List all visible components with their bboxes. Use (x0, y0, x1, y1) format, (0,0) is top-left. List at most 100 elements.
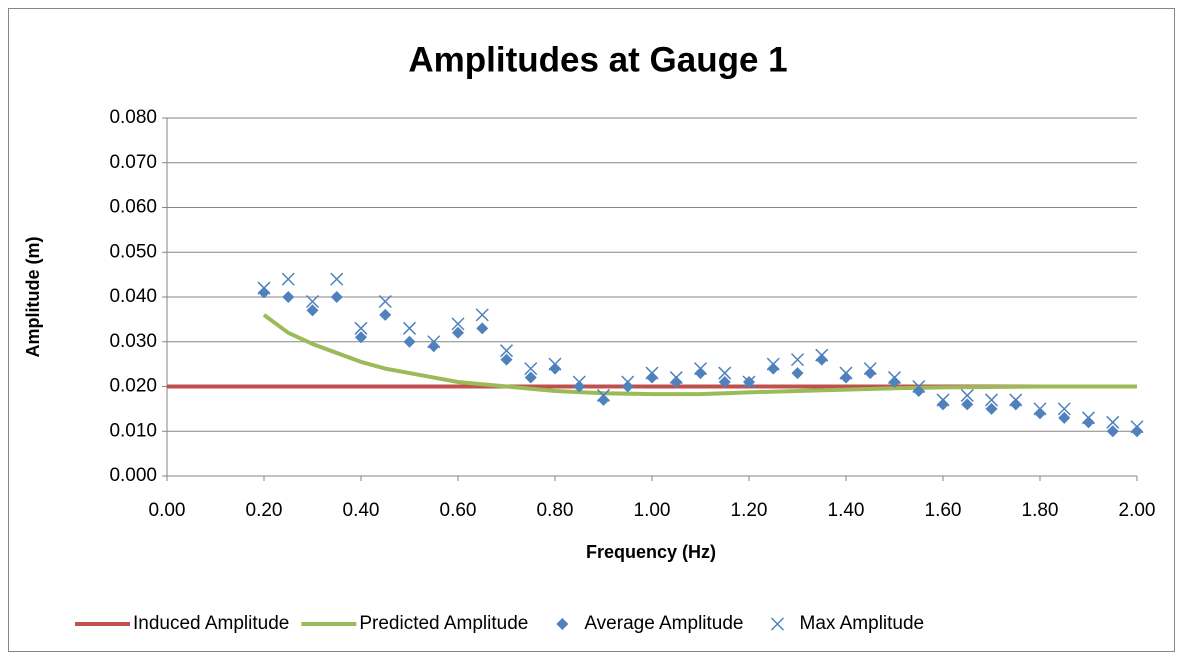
marker-x (742, 375, 756, 389)
y-axis-title: Amplitude (m) (23, 237, 43, 358)
marker-diamond (355, 331, 367, 344)
y-tick-label: 0.070 (109, 152, 157, 173)
marker-diamond (1131, 425, 1143, 438)
marker-diamond (840, 371, 852, 384)
marker-diamond (646, 371, 658, 384)
marker-diamond (476, 322, 489, 335)
y-tick-label: 0.030 (109, 331, 157, 352)
marker-diamond (1082, 416, 1095, 429)
x-tick-label: 0.60 (440, 500, 477, 521)
marker-x (887, 371, 902, 385)
y-tick-label: 0.020 (109, 376, 157, 397)
marker-x (281, 272, 295, 286)
marker-x (693, 362, 708, 376)
x-tick-label: 1.00 (634, 500, 671, 521)
marker-diamond (767, 362, 780, 375)
marker-x (524, 362, 538, 376)
x-tick-label: 0.80 (537, 500, 574, 521)
marker-x (1081, 411, 1096, 425)
marker-diamond (282, 291, 295, 303)
marker-diamond (888, 376, 901, 389)
legend-label: Max Amplitude (800, 613, 925, 634)
chart-frame (8, 8, 1175, 652)
marker-x (863, 362, 877, 376)
marker-x (548, 357, 562, 371)
marker-diamond (597, 393, 610, 406)
marker-diamond (1058, 411, 1071, 424)
y-tick-label: 0.040 (109, 286, 157, 307)
marker-diamond (452, 326, 464, 339)
marker-x (499, 344, 514, 358)
marker-x (790, 353, 805, 367)
marker-x (912, 379, 926, 394)
marker-x (984, 393, 999, 407)
y-tick-label: 0.010 (109, 420, 157, 441)
y-tick-label: 0.060 (109, 197, 157, 218)
marker-diamond (1034, 407, 1046, 420)
marker-x (475, 308, 489, 322)
marker-diamond (306, 304, 319, 317)
marker-diamond (330, 291, 343, 303)
marker-x (596, 388, 611, 402)
marker-x (402, 321, 417, 335)
marker-diamond (258, 286, 270, 299)
legend-label: Induced Amplitude (133, 613, 289, 634)
marker-diamond (791, 367, 804, 380)
marker-diamond (1009, 398, 1022, 411)
marker-x (1057, 402, 1071, 416)
chart-title: Amplitudes at Gauge 1 (408, 40, 787, 79)
marker-x (815, 348, 829, 362)
marker-diamond (621, 380, 634, 393)
x-tick-label: 1.80 (1022, 500, 1059, 521)
marker-diamond (427, 340, 440, 353)
y-tick-label: 0.000 (109, 465, 157, 486)
marker-x (1106, 415, 1120, 429)
marker-diamond (1106, 425, 1119, 438)
x-tick-label: 1.20 (731, 500, 768, 521)
marker-diamond (815, 353, 828, 366)
y-tick-label: 0.050 (109, 241, 157, 262)
marker-x (645, 366, 659, 380)
legend-label: Predicted Amplitude (359, 613, 528, 634)
marker-x (960, 388, 974, 402)
marker-diamond (500, 353, 513, 366)
marker-diamond (864, 367, 877, 380)
series-line (262, 313, 1137, 397)
marker-x (621, 375, 635, 389)
x-tick-label: 0.40 (343, 500, 380, 521)
marker-x (718, 366, 732, 380)
marker-x (1130, 420, 1144, 434)
marker-x (572, 375, 586, 389)
marker-diamond (556, 618, 569, 630)
marker-x (1033, 402, 1047, 416)
marker-diamond (985, 402, 998, 415)
marker-diamond (961, 398, 974, 411)
x-axis-title: Frequency (Hz) (586, 542, 716, 562)
marker-x (427, 335, 441, 349)
marker-x (378, 294, 392, 309)
marker-x (936, 393, 950, 407)
marker-x (305, 294, 320, 309)
x-tick-label: 1.60 (925, 500, 962, 521)
legend-label: Average Amplitude (584, 613, 743, 634)
marker-diamond (937, 398, 949, 411)
marker-x (257, 281, 271, 295)
y-tick-label: 0.080 (109, 107, 157, 128)
marker-x (766, 357, 780, 371)
marker-diamond (549, 362, 561, 375)
x-tick-label: 2.00 (1119, 500, 1156, 521)
marker-diamond (379, 308, 392, 321)
marker-diamond (670, 376, 683, 389)
marker-x (1009, 393, 1023, 407)
marker-diamond (694, 367, 707, 380)
marker-x (770, 617, 785, 631)
marker-x (354, 321, 368, 335)
marker-x (330, 272, 344, 286)
x-tick-label: 0.00 (149, 500, 186, 521)
marker-x (451, 317, 465, 331)
marker-diamond (573, 380, 586, 393)
marker-diamond (718, 376, 731, 389)
marker-x (669, 371, 683, 385)
marker-diamond (524, 371, 537, 384)
